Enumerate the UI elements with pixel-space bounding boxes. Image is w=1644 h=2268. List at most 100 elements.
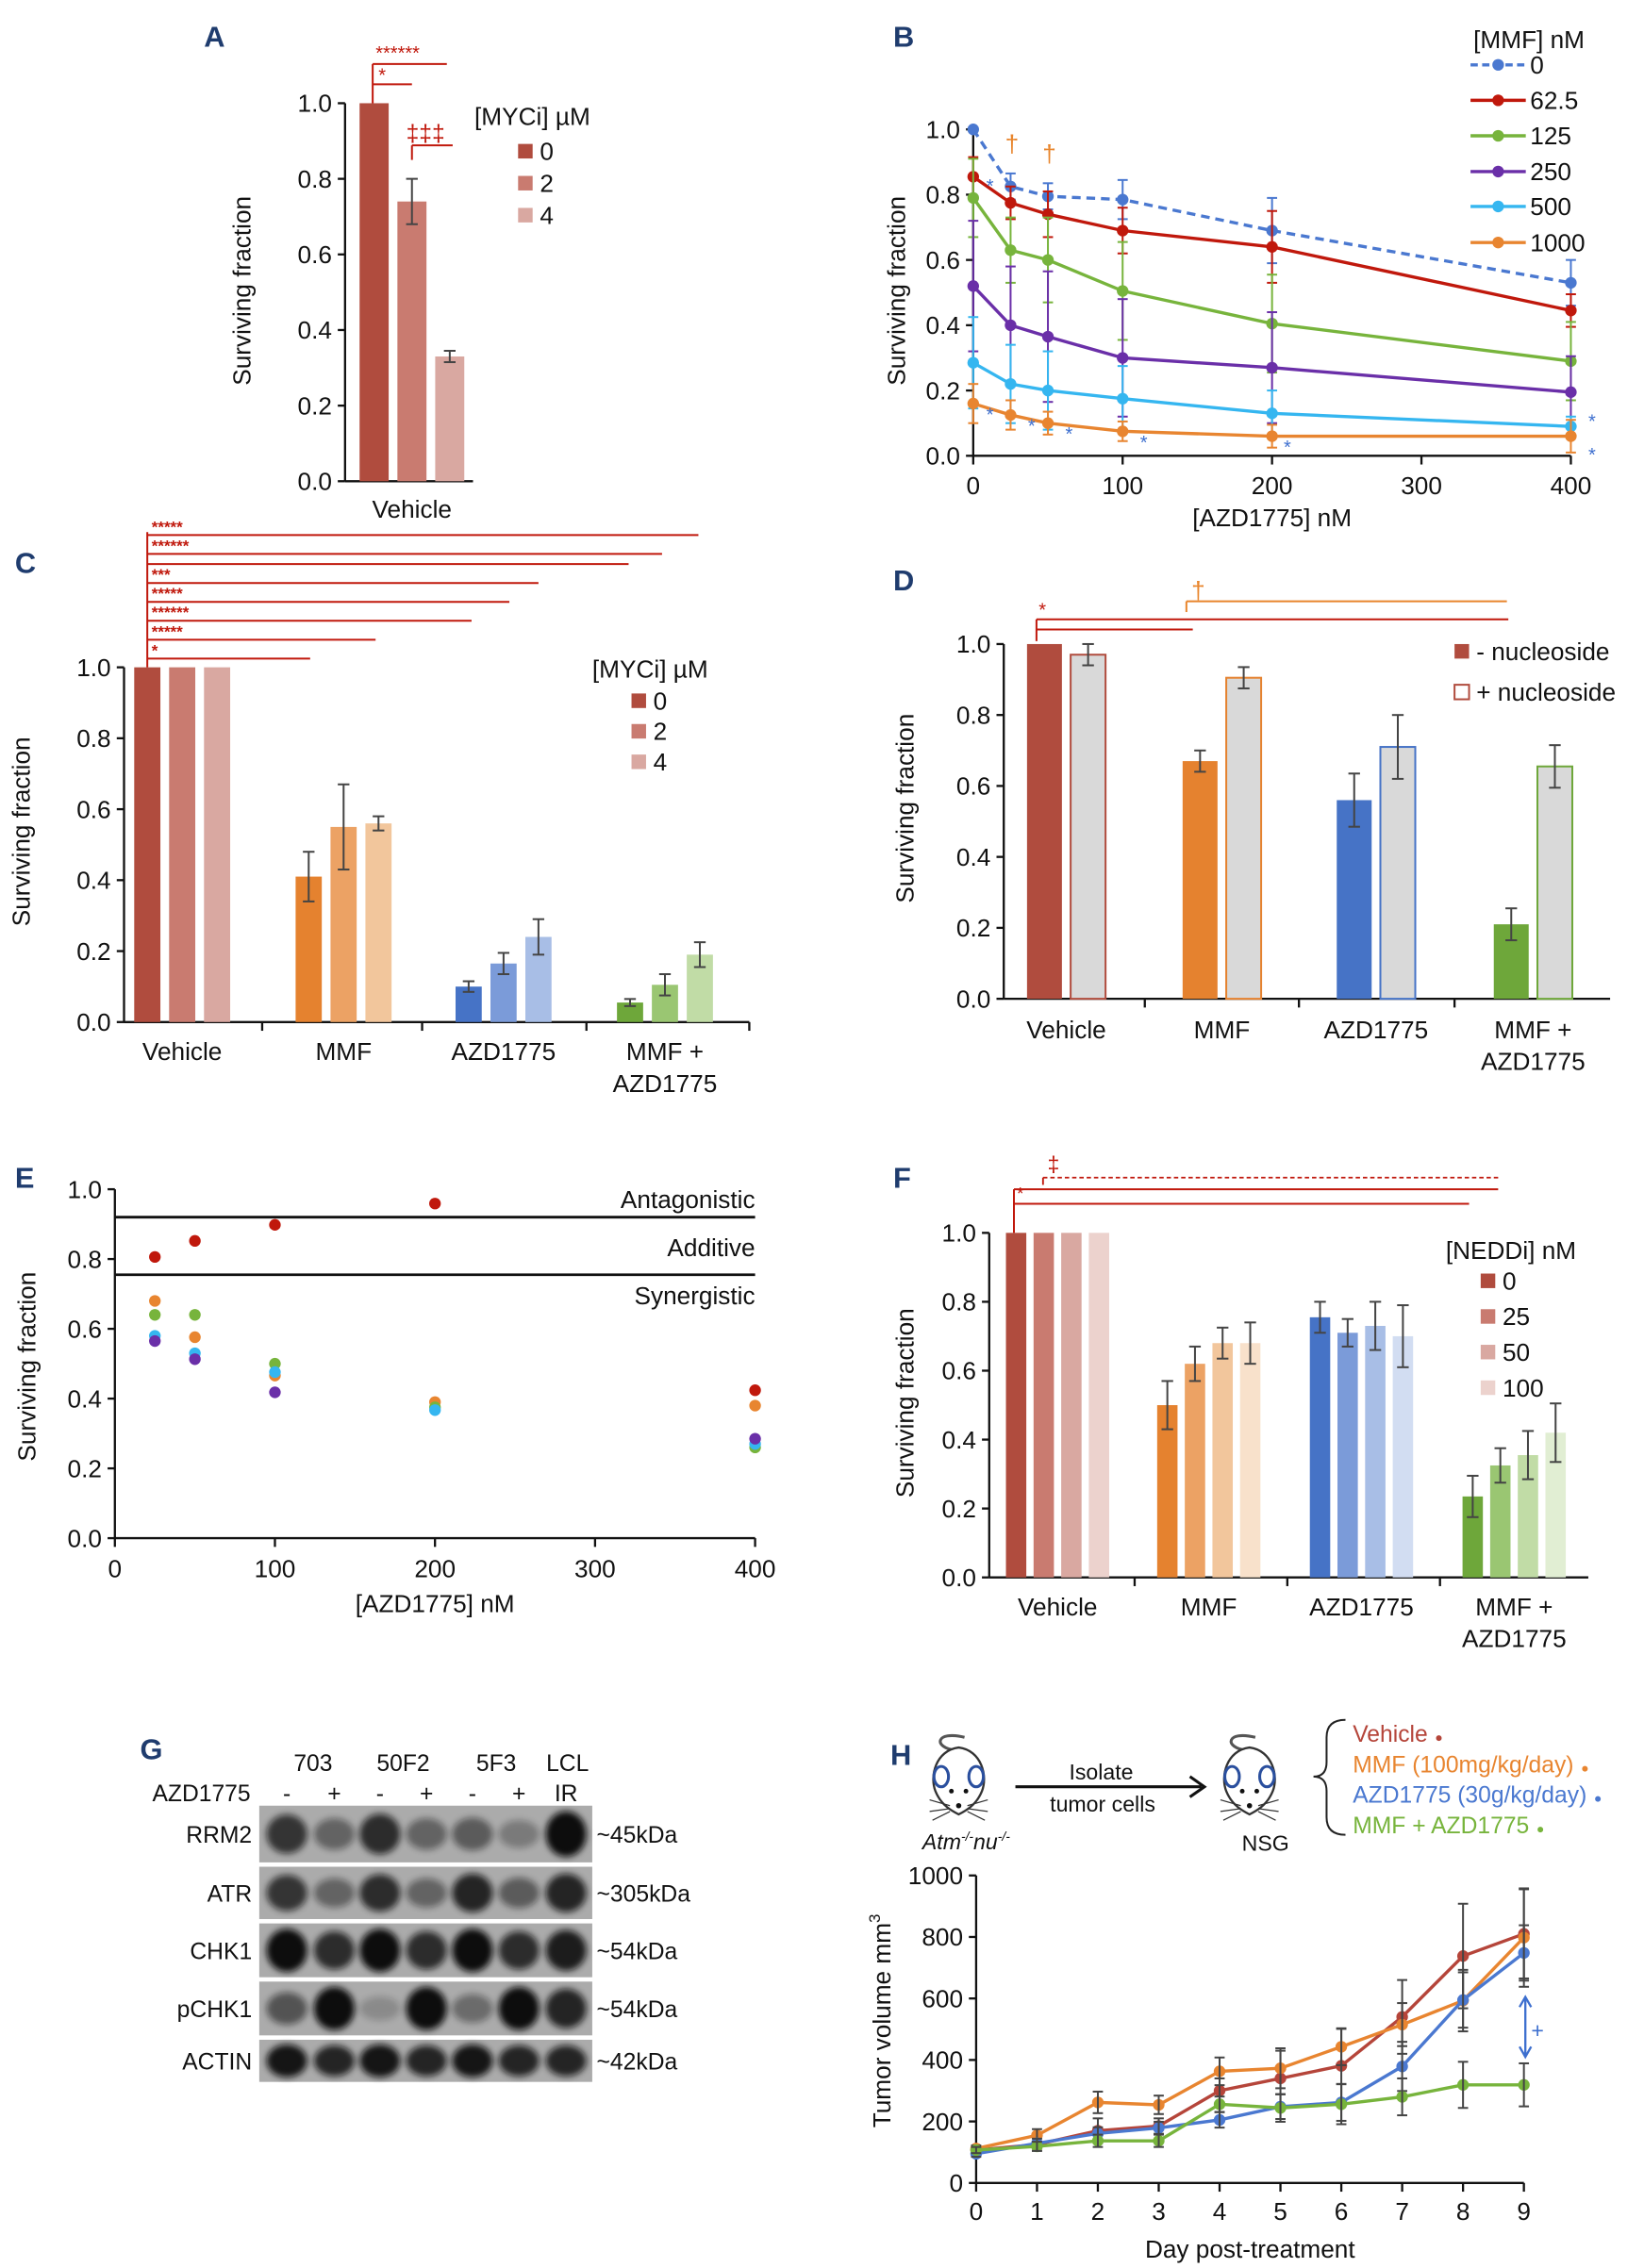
molecular-weight-label: ~45kDa xyxy=(597,1823,678,1848)
bar xyxy=(359,103,390,482)
category-label: Vehicle xyxy=(1018,1593,1097,1621)
x-tick-label: 3 xyxy=(1152,2197,1166,2226)
legend-label: 62.5 xyxy=(1530,87,1578,115)
brace xyxy=(1313,1718,1346,1836)
y-tick-label: 1000 xyxy=(908,1862,963,1890)
y-tick-label: 0.6 xyxy=(76,795,110,823)
protein-band xyxy=(498,1930,540,1970)
legend-swatch xyxy=(1480,1345,1496,1360)
y-tick-label: 400 xyxy=(922,2046,963,2075)
protein-band xyxy=(545,1988,587,2028)
blot-row-atr xyxy=(258,1866,592,1919)
legend-label: 4 xyxy=(540,201,554,229)
significance-label: ***** xyxy=(152,622,183,640)
y-tick-label: 0.0 xyxy=(926,442,960,471)
bar xyxy=(1088,1233,1109,1578)
panel-letter-d: D xyxy=(893,564,914,597)
series-mmf-azd1775 xyxy=(970,2078,1530,2157)
protein-band xyxy=(313,1930,356,1970)
significance-asterisk: * xyxy=(987,176,994,197)
x-axis-label: [AZD1775] nM xyxy=(356,1590,515,1618)
legend-swatch xyxy=(631,723,646,739)
y-axis-label: Surviving fraction xyxy=(7,737,35,926)
significance-label: ‡ xyxy=(1047,1152,1059,1177)
bar xyxy=(1156,1405,1178,1578)
legend-dot: ● xyxy=(1435,1730,1442,1745)
lane-label: IR xyxy=(555,1781,578,1807)
mouse-ear xyxy=(967,1764,986,1789)
legend-title: [MYCi] µM xyxy=(474,103,590,131)
y-tick-label: 0.2 xyxy=(926,376,960,405)
legend-label: 0 xyxy=(540,138,554,166)
bar xyxy=(1536,765,1574,1001)
donor-genotype-part: -/- xyxy=(961,1829,973,1844)
y-tick-label: 0.4 xyxy=(298,316,332,344)
y-tick-label: 0.8 xyxy=(76,724,110,753)
x-axis-label: Day post-treatment xyxy=(1145,2235,1355,2263)
y-tick-label: 1.0 xyxy=(298,90,332,118)
protein-band xyxy=(452,1929,493,1972)
legend-marker xyxy=(1492,165,1504,178)
legend-label: 2 xyxy=(654,718,668,746)
arrow-label: Isolate xyxy=(1069,1760,1133,1784)
y-tick-label: 0.8 xyxy=(942,1288,976,1316)
mouse-whiskers xyxy=(929,1798,988,1821)
category-label: AZD1775 xyxy=(1462,1625,1567,1653)
x-axis-label: [AZD1775] nM xyxy=(1192,504,1352,532)
y-tick-label: 1.0 xyxy=(926,115,960,143)
bar xyxy=(1026,643,1062,1000)
series-mmf-100mg-kg-day- xyxy=(970,1931,1530,2155)
protein-band xyxy=(266,1875,307,1912)
legend-label: - nucleoside xyxy=(1476,637,1609,666)
bar xyxy=(169,667,196,1022)
bar xyxy=(1070,654,1107,1001)
legend-swatch xyxy=(1480,1273,1496,1288)
bar xyxy=(1392,1335,1414,1578)
x-tick-label: 200 xyxy=(1252,472,1293,500)
y-tick-label: 0.8 xyxy=(298,165,332,193)
data-point xyxy=(189,1331,201,1344)
legend-label: 1000 xyxy=(1530,228,1585,257)
y-tick-label: 0.6 xyxy=(926,246,960,274)
series-line xyxy=(971,361,1571,428)
protein-band xyxy=(313,1878,356,1908)
legend-label: 4 xyxy=(654,748,668,776)
mouse-eye xyxy=(1239,1788,1245,1794)
protein-band xyxy=(266,1992,307,2025)
panel-letter-a: A xyxy=(204,20,224,53)
x-tick-label: 9 xyxy=(1517,2197,1531,2226)
y-axis-label: Tumor volume mm3 xyxy=(866,1914,896,2128)
bar xyxy=(1337,1333,1358,1578)
protein-band xyxy=(545,1929,587,1971)
significance-label: ***** xyxy=(152,585,183,603)
bar xyxy=(1182,761,1218,1000)
region-label: Synergistic xyxy=(635,1282,756,1310)
category-label: AZD1775 xyxy=(1324,1016,1429,1044)
x-tick-label: 0 xyxy=(967,472,981,500)
y-axis-label: Surviving fraction xyxy=(891,714,920,903)
bar xyxy=(1239,1343,1261,1578)
y-tick-label: 0.0 xyxy=(68,1524,102,1552)
y-tick-label: 0.2 xyxy=(956,914,990,942)
bar xyxy=(1365,1325,1386,1578)
legend-swatch xyxy=(1480,1309,1496,1324)
series-line xyxy=(975,2083,1524,2152)
lane-label: + xyxy=(512,1781,525,1807)
bar xyxy=(435,356,465,482)
legend-label: 125 xyxy=(1530,122,1571,150)
y-tick-label: 0.6 xyxy=(68,1315,102,1343)
y-tick-label: 0.2 xyxy=(68,1454,102,1482)
protein-band xyxy=(359,2044,401,2078)
protein-band xyxy=(406,1986,447,2030)
bar xyxy=(1337,800,1372,1000)
mouse-icon-donor xyxy=(929,1734,988,1821)
mouse-whiskers xyxy=(1220,1798,1279,1821)
blot-row-pchk1 xyxy=(258,1981,592,2036)
lane-label: + xyxy=(420,1781,433,1807)
y-tick-label: 0.0 xyxy=(76,1008,110,1036)
bar xyxy=(397,201,427,482)
x-tick-label: 6 xyxy=(1335,2197,1349,2226)
mouse-ear xyxy=(932,1764,951,1789)
legend-marker xyxy=(1492,236,1504,249)
y-tick-label: 0.8 xyxy=(926,181,960,209)
